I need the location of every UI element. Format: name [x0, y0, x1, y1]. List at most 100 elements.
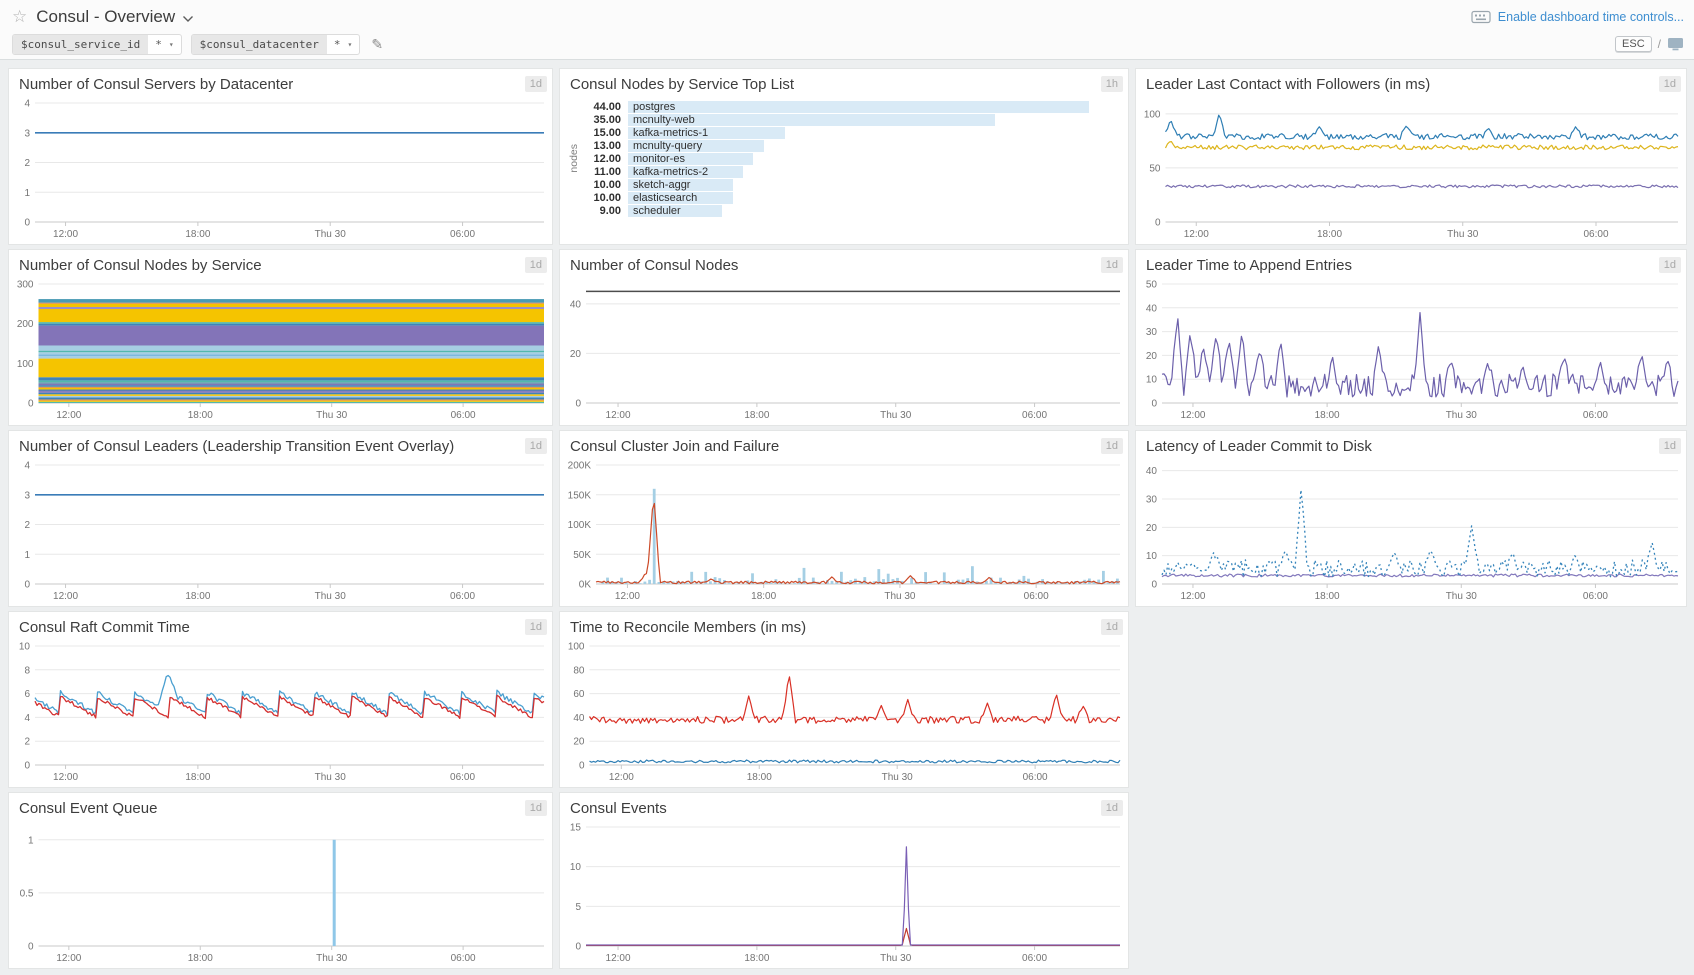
tv-mode-icon[interactable] [1667, 37, 1684, 51]
toplist-row[interactable]: 9.00 scheduler [582, 204, 1120, 217]
toplist-row[interactable]: 10.00 elasticsearch [582, 191, 1120, 204]
x-tick-label: 12:00 [1184, 229, 1209, 240]
stacked-stripe [38, 382, 544, 384]
y-tick-label: 0 [1155, 218, 1161, 229]
chevron-down-icon[interactable] [182, 15, 194, 23]
timeframe-badge: 1d [524, 438, 547, 454]
timeframe-badge: 1d [1658, 438, 1681, 454]
x-tick-label: 12:00 [609, 772, 634, 783]
panel-leader-commit-latency[interactable]: Latency of Leader Commit to Disk 1d 0 10 20 3… [1135, 430, 1687, 607]
timeframe-badge: 1d [1100, 619, 1123, 635]
toplist-value: 35.00 [593, 113, 621, 126]
y-tick-label: 150K [568, 490, 592, 501]
favorite-star-icon[interactable]: ☆ [12, 7, 28, 26]
toplist-bar [628, 204, 722, 217]
panel-title: Consul Cluster Join and Failure [570, 438, 780, 455]
variable-chip-consul-service-id[interactable]: $consul_service_id * ▾ [12, 33, 182, 55]
toplist-chart: nodes 44.00 postgres 35.00 mcnulty-web 15.00 k… [560, 95, 1128, 244]
chart-canvas[interactable]: 0 5 10 15 12:00 18:00 Thu 30 06:00 [560, 819, 1128, 968]
join-bar [779, 582, 782, 584]
timeframe-badge: 1d [1100, 800, 1123, 816]
x-tick-label: 06:00 [1022, 953, 1047, 964]
chart-canvas[interactable]: 0 10 20 30 40 12:00 18:00 Thu 30 06:00 [1136, 457, 1686, 606]
join-bar [849, 580, 853, 584]
join-bar [624, 582, 628, 584]
panel-raft-commit-time[interactable]: Consul Raft Commit Time 1d 0 2 4 6 8 10 12:00 18:… [8, 611, 553, 788]
join-bar [877, 569, 881, 584]
x-tick-label: 06:00 [1583, 229, 1608, 240]
toplist-value: 9.00 [599, 204, 621, 217]
toplist-label: mcnulty-query [633, 139, 703, 152]
join-bar [666, 581, 670, 584]
panel-leader-last-contact[interactable]: Leader Last Contact with Followers (in m… [1135, 68, 1687, 245]
panel-title: Number of Consul Servers by Datacenter [19, 76, 294, 93]
chart-canvas[interactable]: 0 20 40 12:00 18:00 Thu 30 06:00 [560, 276, 1128, 425]
panel-consul-events[interactable]: Consul Events 1d 0 5 10 15 12:00 18:00 Thu 30 06:… [559, 792, 1129, 969]
y-tick-label: 0 [575, 399, 581, 410]
join-bar [769, 582, 773, 584]
x-tick-label: 06:00 [450, 229, 475, 240]
x-tick-label: 06:00 [451, 410, 476, 421]
chart-canvas[interactable]: 0 0.5 1 12:00 18:00 Thu 30 06:00 [9, 819, 552, 968]
x-tick-label: Thu 30 [316, 953, 348, 964]
panel-nodes-by-service-top-list[interactable]: Consul Nodes by Service Top List 1h nodes 4… [559, 68, 1129, 245]
toplist-label: elasticsearch [633, 191, 698, 204]
y-tick-label: 0 [28, 942, 34, 953]
chart-canvas[interactable]: 0K 50K 100K 150K 200K 12:00 18:00 Thu 30 06:00 [560, 457, 1128, 606]
x-tick-label: 18:00 [744, 953, 769, 964]
toplist-row[interactable]: 35.00 mcnulty-web [582, 113, 1120, 126]
chevron-down-icon[interactable]: ▾ [347, 39, 353, 49]
panel-consul-leaders[interactable]: Number of Consul Leaders (Leadership Tra… [8, 430, 553, 607]
toplist-row[interactable]: 11.00 kafka-metrics-2 [582, 165, 1120, 178]
panel-cluster-join-failure[interactable]: Consul Cluster Join and Failure 1d 0K 50K 10… [559, 430, 1129, 607]
y-tick-label: 40 [1146, 303, 1158, 314]
toplist-row[interactable]: 15.00 kafka-metrics-1 [582, 126, 1120, 139]
stacked-stripe [38, 345, 544, 351]
panel-consul-nodes[interactable]: Number of Consul Nodes 1d 0 20 40 12:00 18:00 T… [559, 249, 1129, 426]
y-tick-label: 10 [570, 862, 582, 873]
panel-title: Leader Time to Append Entries [1146, 257, 1352, 274]
series-append-time [1161, 312, 1679, 398]
join-bar [606, 577, 609, 584]
enable-time-controls-link[interactable]: Enable dashboard time controls... [1497, 10, 1684, 24]
join-bar [961, 579, 965, 584]
toplist-row[interactable]: 10.00 sketch-aggr [582, 178, 1120, 191]
chart-canvas[interactable]: 0 10 20 30 40 50 12:00 18:00 Thu 30 06:00 [1136, 276, 1686, 425]
x-tick-label: 06:00 [450, 772, 475, 783]
panel-nodes-by-service[interactable]: Number of Consul Nodes by Service 1d 0 100 2… [8, 249, 553, 426]
toplist-row[interactable]: 44.00 postgres [582, 100, 1120, 113]
panel-leader-append-entries[interactable]: Leader Time to Append Entries 1d 0 10 20 30 40… [1135, 249, 1687, 426]
x-tick-label: 12:00 [606, 410, 631, 421]
join-bar [919, 583, 923, 584]
stacked-stripe [38, 323, 544, 326]
timeframe-badge: 1d [524, 257, 547, 273]
chevron-down-icon[interactable]: ▾ [168, 39, 174, 49]
x-tick-label: 12:00 [53, 591, 78, 602]
join-bar [662, 581, 665, 584]
join-bar [999, 577, 1002, 584]
chart-canvas[interactable]: 0 20 40 60 80 100 12:00 18:00 Thu 30 06:00 [560, 638, 1128, 787]
panel-title: Number of Consul Nodes by Service [19, 257, 262, 274]
chart-canvas[interactable]: 0 100 200 300 12:00 18:00 Thu 30 06:00 [9, 276, 552, 425]
x-tick-label: 18:00 [1317, 229, 1342, 240]
toplist-row[interactable]: 12.00 monitor-es [582, 152, 1120, 165]
x-tick-label: 18:00 [188, 953, 213, 964]
chart-canvas[interactable]: 0 50 100 12:00 18:00 Thu 30 06:00 [1136, 95, 1686, 244]
chart-canvas[interactable]: 0 2 4 6 8 10 12:00 18:00 Thu 30 06:00 [9, 638, 552, 787]
chart-canvas[interactable]: 0 1 2 3 4 12:00 18:00 Thu 30 06:00 [9, 95, 552, 244]
edit-variables-pencil-icon[interactable]: ✎ [371, 35, 384, 52]
panel-servers-by-datacenter[interactable]: Number of Consul Servers by Datacenter 1d… [8, 68, 553, 245]
panel-event-queue[interactable]: Consul Event Queue 1d 0 0.5 1 12:00 18:00 Thu 3… [8, 792, 553, 969]
panel-reconcile-members[interactable]: Time to Reconcile Members (in ms) 1d 0 20 40… [559, 611, 1129, 788]
toplist-bar [628, 191, 733, 204]
y-tick-label: 40 [1146, 466, 1158, 477]
variable-chip-consul-datacenter[interactable]: $consul_datacenter * ▾ [190, 33, 361, 55]
chart-canvas[interactable]: 0 1 2 3 4 12:00 18:00 Thu 30 06:00 [9, 457, 552, 606]
x-tick-label: Thu 30 [316, 410, 348, 421]
series-follower-2 [1164, 141, 1679, 151]
join-bar [643, 581, 647, 584]
toplist-row[interactable]: 13.00 mcnulty-query [582, 139, 1120, 152]
series-commit-avg [34, 694, 545, 720]
toplist-label: postgres [633, 100, 676, 113]
y-tick-label: 30 [1146, 327, 1158, 338]
